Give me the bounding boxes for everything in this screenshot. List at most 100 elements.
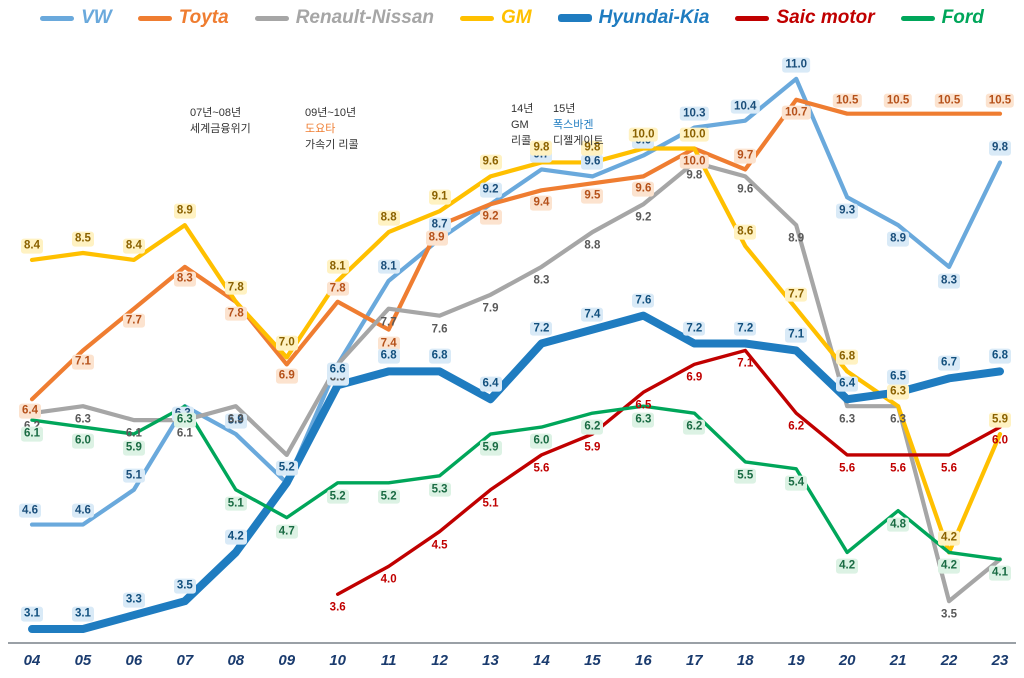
- data-label: 9.7: [734, 149, 757, 164]
- annotation-line: GM: [511, 118, 529, 131]
- data-label: 7.8: [326, 281, 349, 297]
- annotation-gm-recall: 14년 GM 리콜: [511, 102, 533, 150]
- annotation-line: 가속기 리콜: [305, 138, 359, 151]
- data-label: 9.8: [989, 141, 1011, 156]
- x-tick-label: 10: [329, 652, 347, 669]
- data-label: 7.1: [737, 358, 754, 371]
- data-label: 5.3: [428, 482, 451, 498]
- legend-item-renault-nissan[interactable]: Renault-Nissan: [254, 7, 434, 29]
- legend-item-saic-motor[interactable]: Saic motor: [735, 7, 875, 29]
- plot-area: 4.64.65.16.35.95.26.98.18.79.29.79.69.91…: [0, 36, 1024, 642]
- data-label: 8.9: [788, 232, 805, 245]
- data-label: 6.0: [530, 433, 553, 449]
- data-label: 8.3: [938, 273, 961, 289]
- annotation-toyota-recall: 09년~10년 도요타 가속기 리콜: [305, 106, 359, 154]
- data-label: 7.2: [530, 321, 553, 336]
- data-label: 6.4: [836, 376, 859, 392]
- data-label: 8.4: [21, 238, 43, 254]
- data-label: 5.1: [482, 497, 499, 510]
- x-tick-label: 20: [838, 652, 856, 669]
- data-label: 4.6: [19, 503, 41, 518]
- data-label: 6.8: [989, 349, 1011, 364]
- legend-item-hyundai-kia[interactable]: Hyundai-Kia: [557, 7, 710, 29]
- data-label: 8.3: [533, 274, 550, 287]
- data-label: 9.6: [479, 155, 502, 170]
- annotation-vw-dieselgate: 15년 폭스바겐 디젤게이트: [553, 102, 604, 150]
- data-label: 7.4: [581, 307, 604, 322]
- data-label: 7.8: [224, 306, 247, 322]
- data-label: 9.6: [632, 182, 655, 197]
- data-label: 4.5: [431, 539, 448, 552]
- x-tick-label: 07: [176, 652, 194, 669]
- data-label: 6.3: [173, 412, 196, 428]
- data-label: 3.6: [329, 601, 346, 614]
- data-label: 6.8: [428, 349, 451, 364]
- data-label: 7.1: [71, 355, 94, 370]
- data-label: 4.6: [71, 503, 94, 518]
- data-label: 3.1: [71, 606, 94, 622]
- annotation-line: 디젤게이트: [553, 134, 604, 147]
- x-tick-label: 15: [584, 652, 601, 669]
- data-label: 6.9: [275, 369, 298, 384]
- data-label: 5.5: [734, 468, 757, 484]
- legend-label: GM: [501, 7, 532, 28]
- data-label: 10.5: [883, 93, 913, 109]
- data-label: 10.4: [731, 99, 760, 114]
- data-label: 4.8: [887, 517, 910, 532]
- data-label: 4.2: [224, 530, 247, 545]
- x-tick-label: 04: [23, 652, 41, 669]
- data-label: 9.4: [530, 195, 553, 211]
- data-label: 7.6: [632, 293, 655, 308]
- annotation-line: 07년~08년: [190, 107, 242, 119]
- data-label: 4.1: [989, 566, 1011, 581]
- legend-swatch-icon: [254, 15, 289, 21]
- data-label: 9.8: [581, 141, 604, 156]
- data-label: 9.2: [479, 182, 502, 198]
- legend-item-toyta[interactable]: Toyta: [137, 7, 229, 29]
- data-label: 8.8: [377, 210, 400, 226]
- annotation-crisis: 07년~08년 세계금융위기: [190, 106, 251, 138]
- data-label: 9.6: [737, 184, 754, 197]
- data-label: 7.9: [482, 302, 499, 315]
- data-label: 6.2: [581, 419, 604, 435]
- data-label: 8.3: [173, 271, 196, 287]
- data-label: 4.2: [836, 559, 859, 574]
- x-tick-label: 17: [685, 652, 703, 669]
- data-label: 7.7: [785, 287, 808, 303]
- legend-item-vw[interactable]: VW: [40, 7, 112, 29]
- data-label: 8.1: [377, 259, 400, 275]
- data-label: 7.8: [224, 280, 247, 296]
- legend-label: Hyundai-Kia: [598, 7, 710, 28]
- data-label: 8.9: [887, 231, 910, 247]
- legend-item-gm[interactable]: GM: [460, 7, 532, 29]
- data-label: 10.0: [629, 127, 658, 142]
- data-label: 5.9: [584, 441, 601, 454]
- data-label: 3.3: [122, 592, 145, 608]
- data-label: 6.4: [19, 403, 41, 419]
- data-label: 6.6: [326, 362, 349, 378]
- x-tick-label: 16: [635, 652, 652, 669]
- legend-item-ford[interactable]: Ford: [900, 7, 984, 29]
- series-line-saic-motor: [335, 348, 1002, 596]
- data-label: 9.8: [686, 170, 703, 183]
- data-label: 8.1: [326, 259, 349, 275]
- data-label: 6.3: [887, 384, 910, 400]
- data-label: 4.7: [275, 524, 298, 539]
- data-label: 6.0: [992, 434, 1008, 447]
- data-label: 6.3: [74, 413, 91, 426]
- data-label: 9.2: [635, 211, 652, 224]
- data-label: 6.1: [176, 427, 193, 440]
- x-tick-label: 23: [991, 652, 1009, 669]
- data-label: 6.8: [836, 350, 859, 365]
- annotation-line: 09년~10년: [305, 107, 357, 119]
- legend-swatch-icon: [557, 14, 592, 22]
- data-label: 5.6: [533, 462, 550, 475]
- annotation-line: 리콜: [511, 134, 532, 147]
- legend-label: Toyta: [178, 7, 229, 28]
- data-label: 7.2: [734, 321, 757, 336]
- x-tick-label: 22: [940, 652, 958, 669]
- data-label: 7.7: [380, 316, 397, 329]
- data-label: 9.6: [581, 155, 604, 170]
- data-label: 4.2: [938, 559, 961, 574]
- data-label: 6.8: [377, 349, 400, 364]
